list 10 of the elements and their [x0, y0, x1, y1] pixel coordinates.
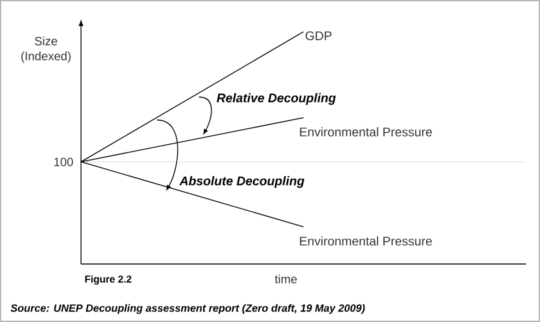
annotation: Absolute Decoupling — [179, 176, 304, 188]
y-axis-title: Size (Indexed) — [21, 36, 71, 63]
series-label: Environmental Pressure — [300, 236, 432, 246]
text: 100 — [54, 158, 74, 166]
source-note: Source: UNEP Decoupling assessment report (Zero draft, 19 May 2009) — [10, 304, 365, 314]
x-axis-title: time — [274, 274, 297, 284]
series-label: Environmental Pressure — [300, 127, 432, 136]
series-label: GDP — [306, 31, 332, 40]
caption: Figure 2.2 — [85, 275, 132, 285]
annotation: Relative Decoupling — [216, 93, 336, 105]
